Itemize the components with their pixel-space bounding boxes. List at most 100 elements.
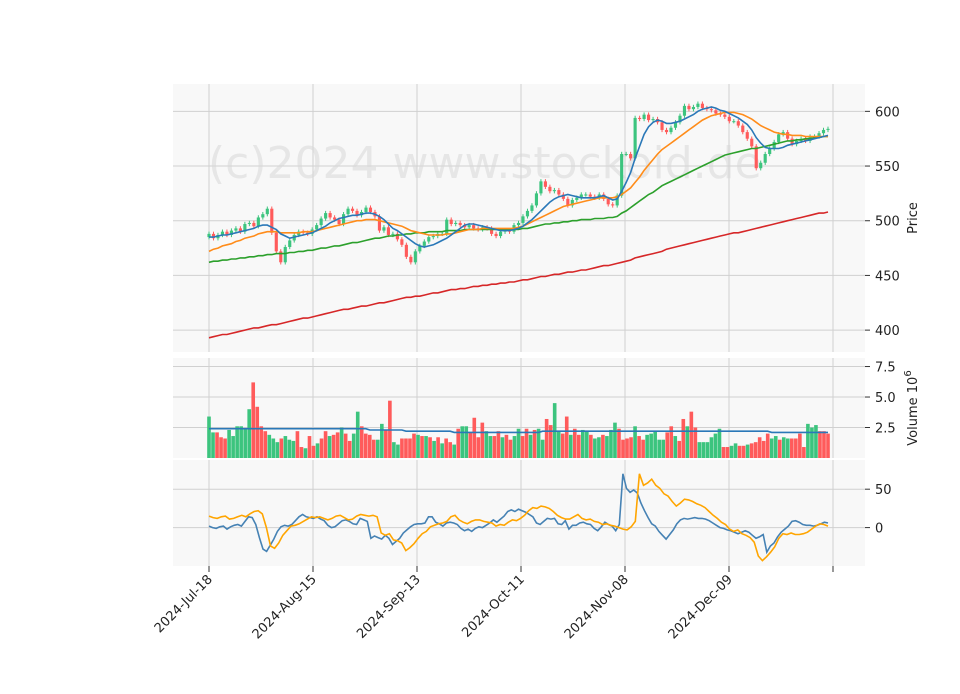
candle-body: [458, 222, 462, 226]
candle-body: [678, 115, 682, 123]
grid-lines: [173, 84, 865, 566]
sma-mid-line: [208, 111, 828, 253]
volume-bar: [548, 425, 553, 458]
volume-bar: [669, 426, 674, 458]
candle-body: [570, 199, 574, 206]
candle-body: [386, 227, 390, 235]
volume-bar: [709, 437, 714, 458]
volume-bar: [392, 442, 396, 458]
volume-y-tick-label: 2.5: [875, 422, 896, 437]
candle-body: [333, 217, 337, 220]
candle-body: [413, 251, 417, 263]
candle-body: [633, 117, 637, 159]
volume-axis-title: Volume 106: [903, 370, 921, 445]
volume-bar: [464, 426, 469, 458]
candle-body: [234, 228, 238, 231]
volume-bar: [367, 434, 372, 458]
candle-body: [696, 103, 700, 107]
volume-bar: [781, 437, 786, 458]
x-tick-label: 2024-Oct-11: [459, 572, 527, 640]
candle-body: [750, 138, 754, 147]
volume-bar: [239, 426, 243, 458]
volume-bar: [733, 443, 738, 458]
candle-body: [261, 214, 265, 218]
candle-body: [754, 146, 758, 169]
volume-bar: [729, 445, 734, 458]
candle-body: [561, 194, 565, 199]
volume-bar: [504, 434, 509, 458]
volume-bar: [432, 440, 436, 458]
candle-body: [211, 233, 216, 239]
candle-body: [449, 219, 453, 225]
candle-body: [247, 222, 251, 225]
candle-body: [274, 232, 278, 252]
volume-bar: [753, 442, 758, 458]
volume-bar: [520, 436, 525, 458]
volume-bar: [227, 429, 231, 458]
volume-bar: [456, 428, 461, 458]
volume-bar: [295, 431, 300, 458]
volume-bar: [681, 418, 686, 458]
candle-body: [682, 105, 687, 116]
candle-body: [422, 241, 426, 246]
x-tick-label: 2024-Aug-15: [250, 572, 320, 642]
volume-bar: [601, 434, 605, 458]
candle-body: [664, 129, 669, 133]
volume-bar: [725, 447, 730, 458]
volume-bar: [826, 433, 830, 458]
volume-bar: [777, 439, 782, 458]
volume-bar: [685, 426, 690, 458]
candle-body: [225, 231, 229, 235]
candle-body: [772, 141, 776, 149]
volume-bar: [448, 442, 452, 458]
candle-body: [404, 244, 408, 257]
price-axis-title: Price: [906, 202, 921, 234]
candle-body: [575, 197, 579, 200]
volume-bar: [581, 429, 585, 458]
volume-bar: [363, 433, 368, 458]
candle-body: [821, 129, 826, 134]
volume-bar: [814, 425, 818, 458]
candle-body: [346, 208, 350, 215]
candle-body: [584, 194, 588, 196]
volume-bar: [339, 427, 344, 458]
candle-body: [350, 208, 355, 211]
volume-bar: [749, 443, 754, 458]
volume-bar: [215, 432, 219, 458]
volume-bar: [794, 438, 798, 458]
candle-body: [288, 240, 292, 247]
candle-body: [220, 231, 225, 235]
candle-body: [238, 228, 242, 232]
volume-bar: [400, 438, 404, 458]
candle-body: [687, 105, 691, 110]
volume-bar: [653, 431, 657, 458]
candle-body: [691, 106, 696, 110]
volume-bar: [765, 433, 770, 458]
volume-bar: [621, 439, 625, 458]
volume-bar: [629, 437, 633, 458]
volume-bar: [275, 442, 280, 458]
volume-bar: [822, 431, 826, 458]
candle-body: [279, 251, 283, 263]
volume-bar: [476, 437, 481, 458]
candle-body: [490, 228, 494, 234]
candle-body: [714, 110, 718, 114]
candle-body: [548, 186, 552, 192]
candle-body: [723, 114, 727, 117]
volume-bar: [484, 431, 489, 458]
volume-bar: [335, 432, 340, 458]
volume-bar: [540, 439, 545, 458]
candle-body: [660, 122, 664, 130]
volume-bar: [593, 438, 597, 458]
volume-bar: [480, 422, 485, 458]
volume-bar: [323, 431, 328, 458]
price-y-tick-label: 450: [875, 269, 900, 284]
volume-bar: [384, 429, 388, 458]
volume-bar: [279, 438, 284, 458]
volume-bar: [440, 443, 444, 458]
candle-body: [611, 204, 615, 206]
volume-bar: [207, 416, 211, 458]
volume-bar: [219, 437, 223, 458]
volume-bar: [331, 434, 336, 458]
sma-short-line: [209, 106, 829, 248]
